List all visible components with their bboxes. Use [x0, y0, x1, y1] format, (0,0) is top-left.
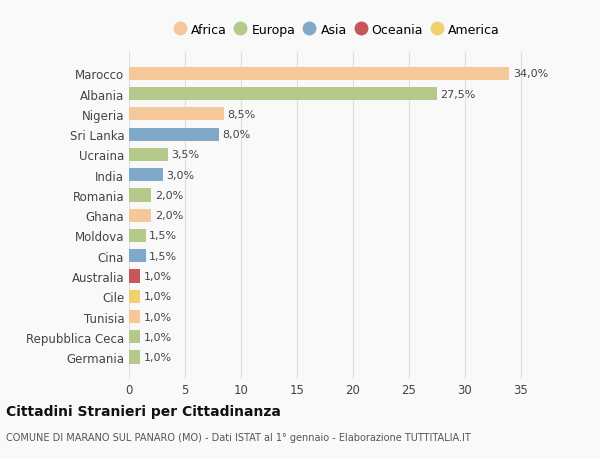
Bar	[129, 351, 140, 364]
Text: 1,0%: 1,0%	[143, 291, 172, 302]
Bar	[129, 330, 140, 344]
Bar	[129, 230, 146, 242]
Bar	[129, 189, 151, 202]
Text: 1,0%: 1,0%	[143, 312, 172, 322]
Bar	[129, 209, 151, 222]
Bar	[129, 310, 140, 324]
Text: 1,5%: 1,5%	[149, 231, 177, 241]
Text: Cittadini Stranieri per Cittadinanza: Cittadini Stranieri per Cittadinanza	[6, 404, 281, 419]
Text: 2,0%: 2,0%	[155, 211, 183, 221]
Bar	[129, 67, 509, 81]
Bar	[129, 270, 140, 283]
Text: 27,5%: 27,5%	[440, 90, 475, 100]
Text: 1,5%: 1,5%	[149, 251, 177, 261]
Bar	[129, 250, 146, 263]
Legend: Africa, Europa, Asia, Oceania, America: Africa, Europa, Asia, Oceania, America	[168, 20, 504, 41]
Text: 3,5%: 3,5%	[172, 150, 200, 160]
Bar	[129, 290, 140, 303]
Text: 8,5%: 8,5%	[227, 110, 256, 120]
Bar	[129, 169, 163, 182]
Text: 34,0%: 34,0%	[513, 69, 548, 79]
Text: 1,0%: 1,0%	[143, 353, 172, 362]
Text: 2,0%: 2,0%	[155, 190, 183, 201]
Text: 3,0%: 3,0%	[166, 170, 194, 180]
Text: 1,0%: 1,0%	[143, 271, 172, 281]
Bar	[129, 108, 224, 121]
Bar	[129, 149, 168, 162]
Bar	[129, 128, 218, 141]
Bar	[129, 88, 437, 101]
Text: COMUNE DI MARANO SUL PANARO (MO) - Dati ISTAT al 1° gennaio - Elaborazione TUTTI: COMUNE DI MARANO SUL PANARO (MO) - Dati …	[6, 432, 471, 442]
Text: 1,0%: 1,0%	[143, 332, 172, 342]
Text: 8,0%: 8,0%	[222, 130, 250, 140]
